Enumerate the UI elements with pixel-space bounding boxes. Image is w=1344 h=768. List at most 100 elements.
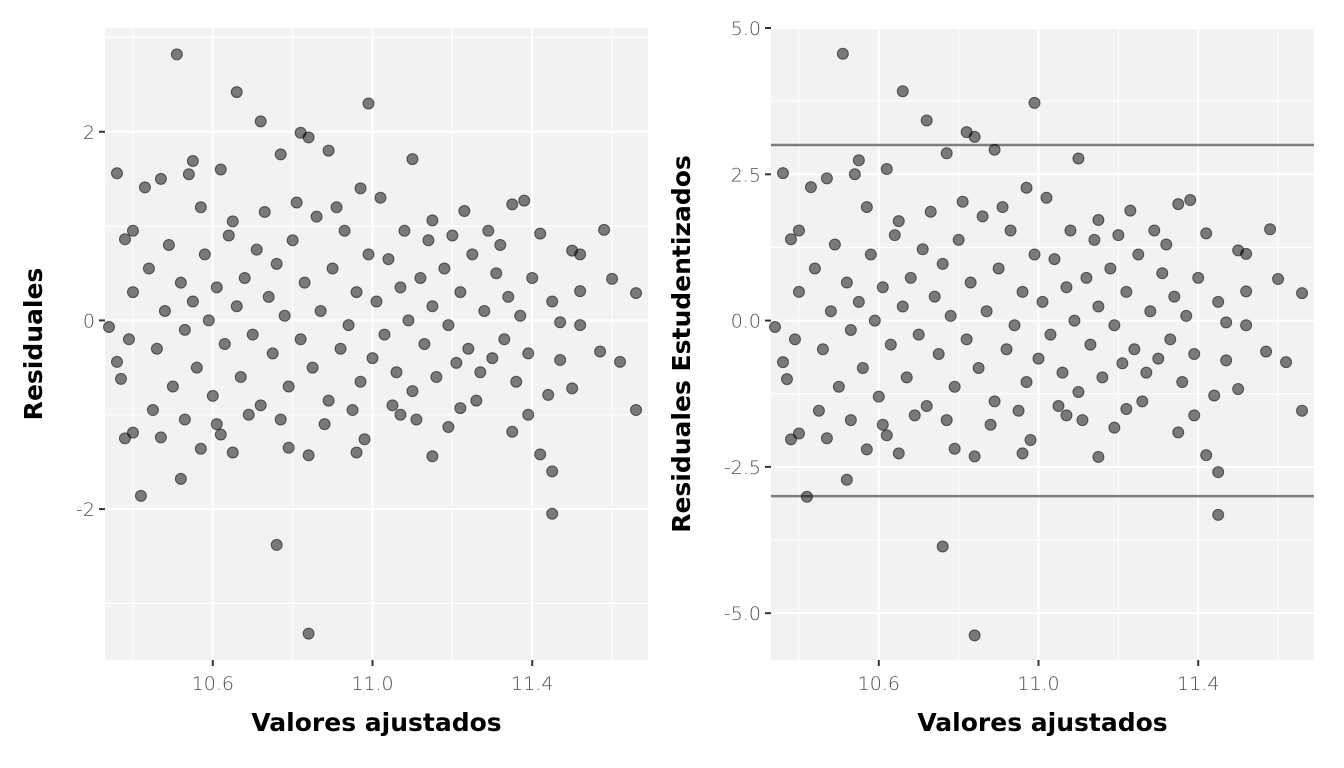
data-point — [274, 148, 287, 161]
data-point — [984, 418, 997, 431]
data-point — [450, 356, 463, 369]
data-point — [1128, 343, 1141, 356]
data-point — [522, 347, 535, 360]
data-point — [1012, 404, 1025, 417]
data-point — [1060, 409, 1073, 422]
data-point — [868, 314, 881, 327]
plot-background — [105, 28, 648, 660]
data-point — [968, 130, 981, 143]
data-point — [206, 389, 219, 402]
data-point — [494, 238, 507, 251]
data-point — [820, 172, 833, 185]
data-point — [860, 201, 873, 214]
data-point — [876, 281, 889, 294]
data-point — [1208, 389, 1221, 402]
data-point — [924, 205, 937, 218]
data-point — [948, 380, 961, 393]
data-point — [514, 309, 527, 322]
data-point — [226, 215, 239, 228]
data-point — [574, 285, 587, 298]
data-point — [1156, 267, 1169, 280]
data-point — [122, 333, 135, 346]
data-point — [1092, 213, 1105, 226]
data-point — [1120, 402, 1133, 415]
data-point — [354, 182, 367, 195]
x-tick-label: 11.4 — [511, 673, 553, 695]
data-point — [1004, 224, 1017, 237]
data-point — [118, 233, 131, 246]
y-axis-title: Residuales — [19, 268, 48, 421]
data-point — [282, 380, 295, 393]
data-point — [816, 343, 829, 356]
data-point — [1044, 328, 1057, 341]
data-point — [174, 472, 187, 485]
data-point — [1088, 233, 1101, 246]
data-point — [278, 309, 291, 322]
data-point — [282, 441, 295, 454]
data-point — [330, 201, 343, 214]
data-point — [936, 257, 949, 270]
data-point — [944, 309, 957, 322]
data-point — [482, 224, 495, 237]
data-point — [1092, 450, 1105, 463]
data-point — [114, 372, 127, 385]
data-point — [776, 356, 789, 369]
data-point — [1116, 357, 1129, 370]
data-point — [1068, 314, 1081, 327]
data-point — [888, 229, 901, 242]
data-point — [406, 153, 419, 166]
data-point — [334, 342, 347, 355]
data-point — [138, 181, 151, 194]
data-point — [146, 404, 159, 417]
x-tick-label: 11.0 — [351, 673, 393, 695]
data-point — [378, 328, 391, 341]
data-point — [1016, 447, 1029, 460]
data-point — [390, 366, 403, 379]
data-point — [598, 223, 611, 236]
data-point — [350, 286, 363, 299]
data-point — [274, 413, 287, 426]
data-point — [1184, 194, 1197, 207]
data-point — [852, 295, 865, 308]
data-point — [418, 338, 431, 350]
data-point — [510, 375, 523, 388]
data-point — [458, 204, 471, 217]
data-point — [1052, 400, 1065, 413]
data-point — [1104, 262, 1117, 275]
data-point — [792, 427, 805, 440]
data-point — [1040, 191, 1053, 204]
data-point — [270, 538, 283, 551]
data-point — [454, 286, 467, 299]
data-point — [346, 404, 359, 417]
data-point — [832, 380, 845, 393]
data-point — [294, 333, 307, 346]
data-point — [844, 414, 857, 427]
data-point — [1108, 421, 1121, 434]
data-point — [880, 163, 893, 176]
data-point — [1232, 383, 1245, 396]
data-point — [840, 473, 853, 486]
y-tick-label: -2 — [76, 499, 95, 521]
data-point — [218, 338, 231, 350]
data-point — [302, 627, 315, 640]
data-point — [1024, 433, 1037, 446]
data-point — [1260, 345, 1273, 358]
data-point — [792, 224, 805, 237]
data-point — [1032, 352, 1045, 365]
residuales-panel: 10.6 11.0 11.4 -2 0 2 Valores ajustados Residua… — [19, 28, 648, 737]
data-point — [784, 233, 797, 246]
data-point — [988, 395, 1001, 408]
data-point — [1180, 309, 1193, 322]
data-point — [302, 131, 315, 144]
data-point — [1296, 287, 1309, 300]
data-point — [840, 276, 853, 289]
data-point — [996, 201, 1009, 214]
data-point — [110, 355, 123, 368]
data-point — [574, 319, 587, 332]
data-point — [1160, 238, 1173, 251]
data-point — [422, 234, 435, 247]
data-point — [876, 418, 889, 431]
data-point — [916, 243, 929, 256]
data-point — [350, 446, 363, 459]
data-point — [1172, 198, 1185, 211]
